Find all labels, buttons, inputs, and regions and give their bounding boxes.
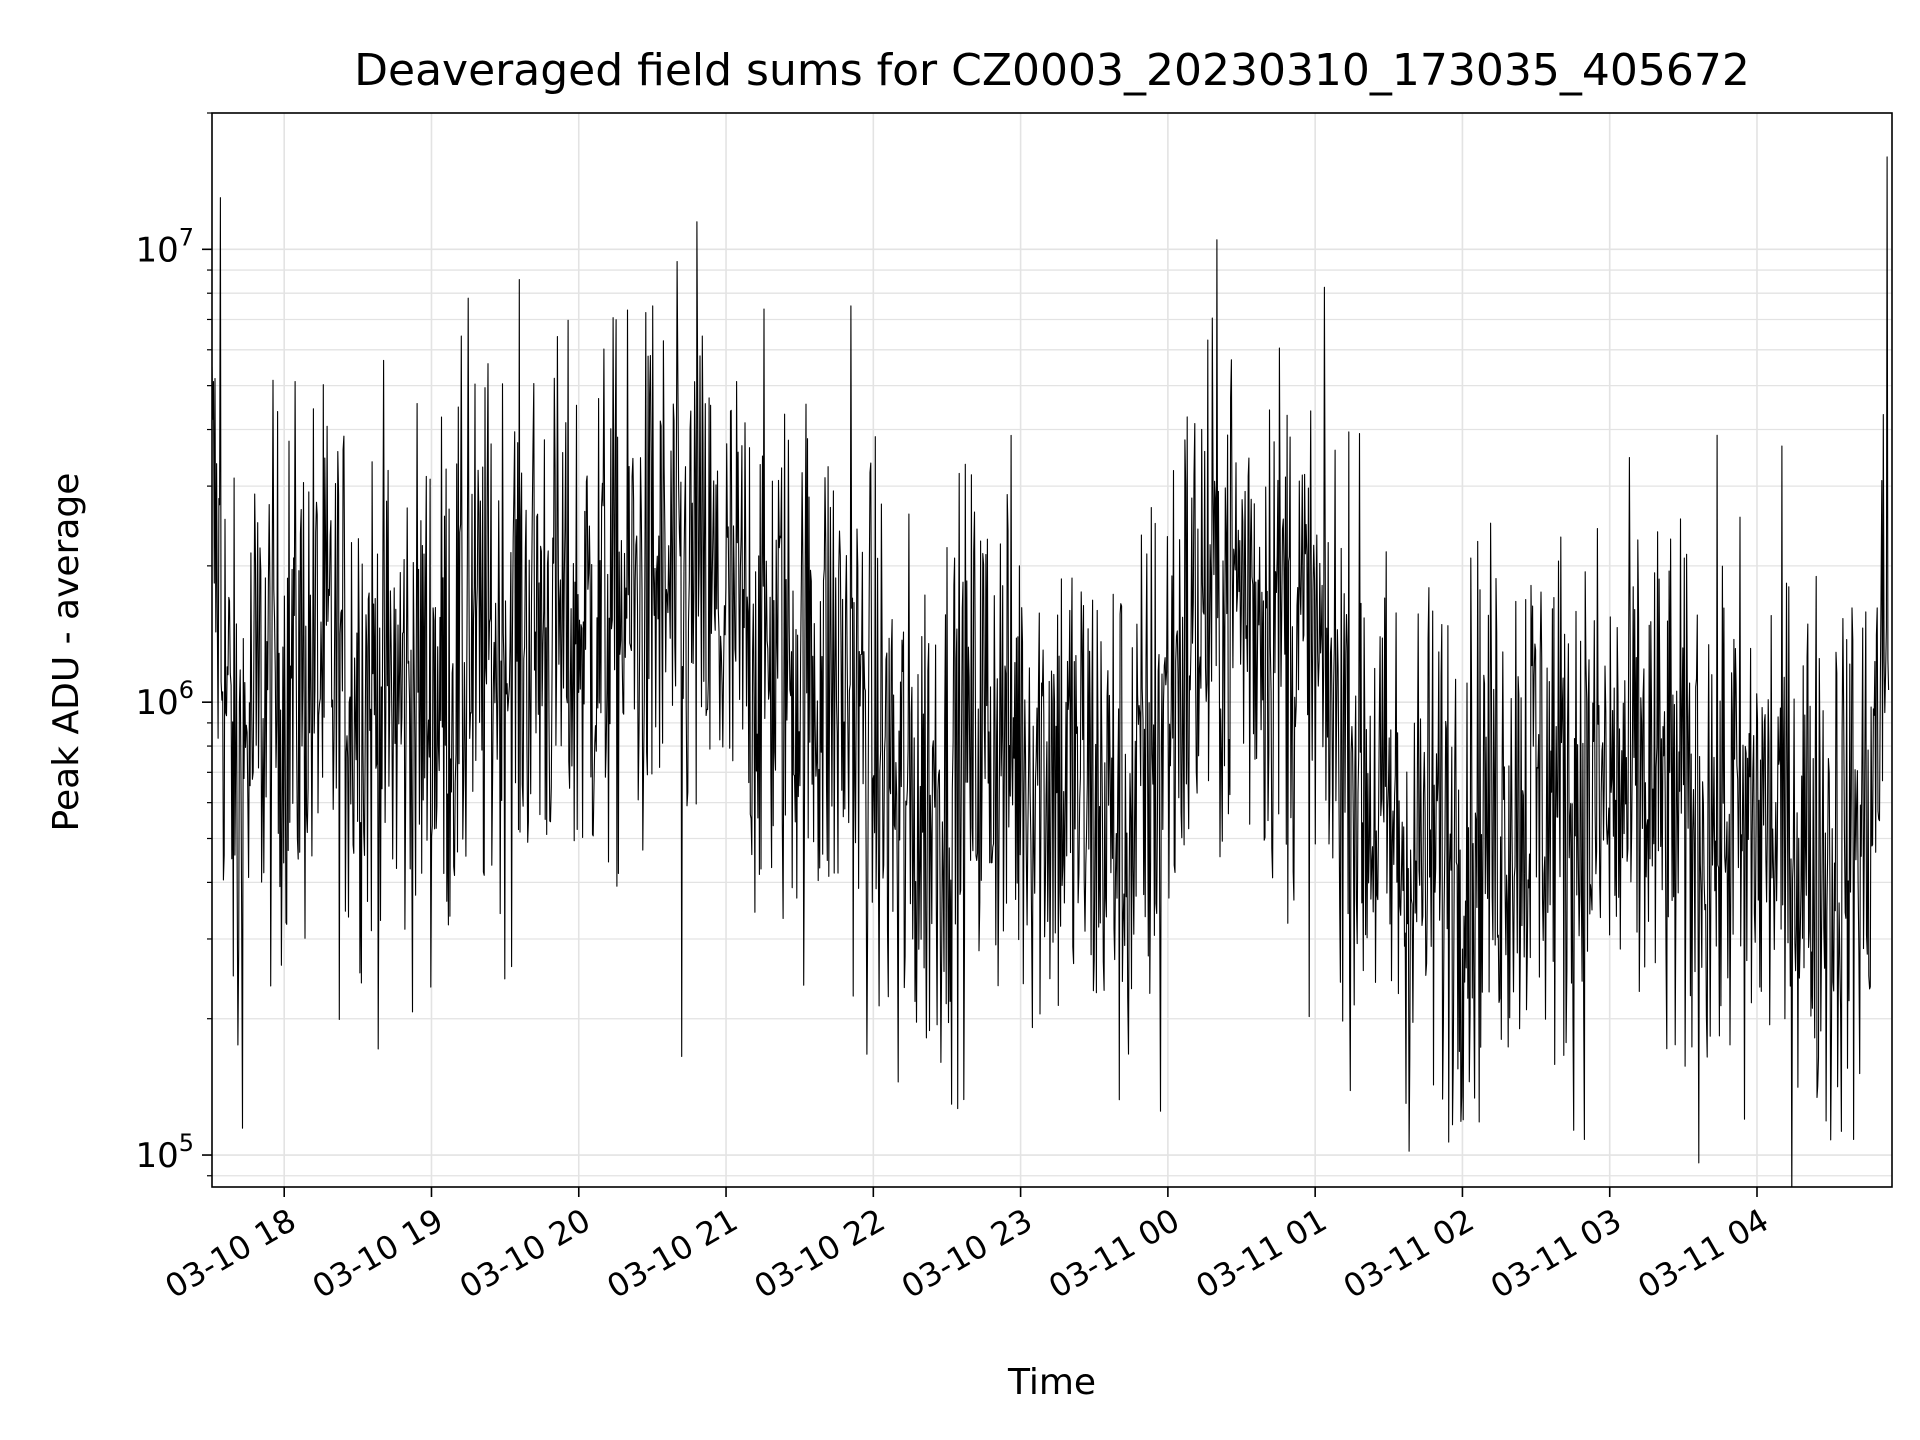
y-tick-exponent: 5: [179, 1129, 194, 1157]
plot-frame: [211, 112, 1893, 1188]
y-tick-label: 105: [135, 1129, 194, 1176]
x-axis-label: Time: [1007, 1362, 1096, 1403]
series-line: [212, 156, 1890, 1187]
y-tick-base: 10: [135, 230, 178, 270]
y-axis-label: Peak ADU - average: [46, 473, 87, 832]
y-tick-exponent: 6: [179, 676, 194, 704]
chart-title: Deaveraged field sums for CZ0003_2023031…: [354, 45, 1750, 96]
y-tick-base: 10: [135, 1136, 178, 1176]
y-tick-label: 106: [135, 676, 194, 723]
y-tick-label: 107: [135, 223, 194, 270]
y-tick-base: 10: [135, 683, 178, 723]
y-tick-exponent: 7: [179, 223, 194, 251]
